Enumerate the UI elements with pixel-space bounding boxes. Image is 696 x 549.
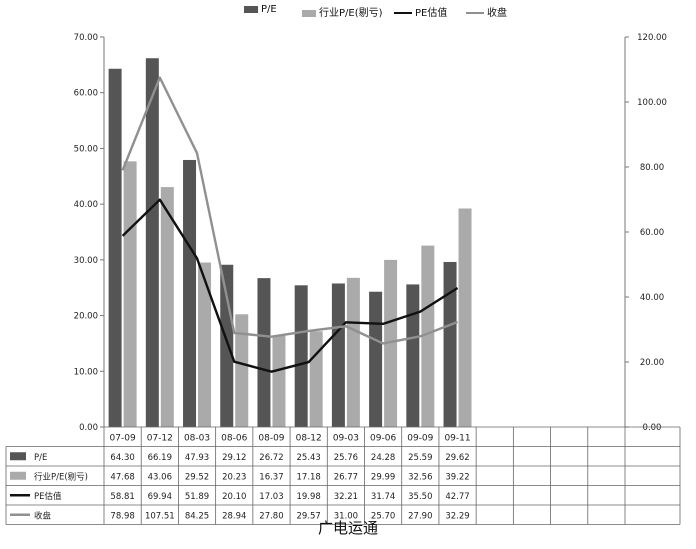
table-value: 24.28 [371,453,395,463]
table-value: 25.59 [408,453,432,463]
table-value: 47.93 [185,453,209,463]
bar-pe [332,283,345,427]
legend-item-pe: P/E [244,4,277,15]
left-axis-tick-label: 40.00 [74,200,98,210]
legend-label-close: 收盘 [487,8,507,19]
table-value: 32.56 [408,472,432,482]
table-key-industry-pe [10,472,26,480]
bar-pe [109,69,122,427]
legend-item-industry-pe: 行业P/E(剔亏) [302,4,383,19]
category-label: 08-09 [258,433,284,443]
right-axis-tick-label: 80.00 [640,163,664,173]
table-value: 29.62 [445,453,469,463]
category-label: 09-06 [370,433,396,443]
bar-industry-pe [235,314,248,427]
table-series-name: P/E [34,453,47,463]
left-axis-tick-label: 70.00 [74,33,98,43]
bar-pe [146,58,159,427]
legend-label-pe: P/E [261,4,277,15]
bar-industry-pe [124,161,137,427]
table-value: 47.68 [110,472,134,482]
table-value: 64.30 [110,453,134,463]
bar-pe [257,278,270,427]
table-value: 19.98 [297,492,321,502]
chart-caption: 广电运通 [0,517,696,538]
table-value: 32.21 [334,492,358,502]
bar-pe [444,262,457,427]
left-axis-tick-label: 0.00 [79,423,98,433]
table-value: 17.18 [297,472,321,482]
table-key-pe [10,452,26,460]
bar-industry-pe [161,187,174,427]
bar-industry-pe [347,278,360,427]
right-axis-tick-label: 120.00 [637,33,667,43]
table-value: 29.99 [371,472,395,482]
bar-industry-pe [310,331,323,427]
right-axis-tick-label: 60.00 [640,228,664,238]
table-series-name: 行业P/E(剔亏) [34,471,88,482]
bar-industry-pe [459,208,472,427]
bar-industry-pe [272,336,285,427]
table-value: 66.19 [148,453,172,463]
legend-item-close: 收盘 [466,4,507,19]
table-series-name: PE估值 [34,491,62,502]
legend-item-pe-valuation: PE估值 [394,4,447,19]
left-axis-tick-label: 60.00 [74,89,98,99]
category-label: 08-03 [184,433,210,443]
table-value: 25.76 [334,453,358,463]
table-value: 31.74 [371,492,395,502]
table-value: 26.77 [334,472,358,482]
bar-pe [406,284,419,427]
table-value: 20.23 [222,472,246,482]
category-label: 08-12 [296,433,322,443]
table-value: 20.10 [222,492,246,502]
legend-label-pe-valuation: PE估值 [415,8,447,19]
right-axis-tick-label: 20.00 [640,358,664,368]
legend-swatch-industry-pe [302,10,316,17]
table-value: 29.12 [222,453,246,463]
table-value: 42.77 [445,492,469,502]
legend-swatch-close [466,12,484,14]
category-label: 09-09 [407,433,433,443]
category-label: 09-03 [333,433,359,443]
table-value: 25.43 [297,453,321,463]
left-axis-tick-label: 10.00 [74,367,98,377]
category-label: 09-11 [444,433,470,443]
table-value: 16.37 [259,472,283,482]
table-value: 35.50 [408,492,432,502]
bar-pe [295,285,308,427]
bar-pe [183,160,196,427]
table-value: 69.94 [148,492,172,502]
table-value: 29.52 [185,472,209,482]
table-value: 58.81 [110,492,134,502]
category-label: 07-12 [147,433,173,443]
table-value: 39.22 [445,472,469,482]
left-axis-tick-label: 50.00 [74,144,98,154]
table-value: 17.03 [259,492,283,502]
category-label: 08-06 [221,433,247,443]
bar-pe [220,265,233,427]
bar-industry-pe [198,263,211,427]
right-axis-tick-label: 100.00 [637,98,667,108]
legend-swatch-pe-valuation [394,12,412,14]
right-axis-tick-label: 40.00 [640,293,664,303]
table-value: 51.89 [185,492,209,502]
left-axis-tick-label: 30.00 [74,256,98,266]
table-value: 43.06 [148,472,172,482]
table-value: 26.72 [259,453,283,463]
legend-swatch-pe [244,6,258,13]
legend-label-industry-pe: 行业P/E(剔亏) [319,8,383,19]
bar-pe [369,292,382,427]
right-axis-tick-label: 0.00 [643,423,662,433]
category-label: 07-09 [110,433,136,443]
left-axis-tick-label: 20.00 [74,312,98,322]
